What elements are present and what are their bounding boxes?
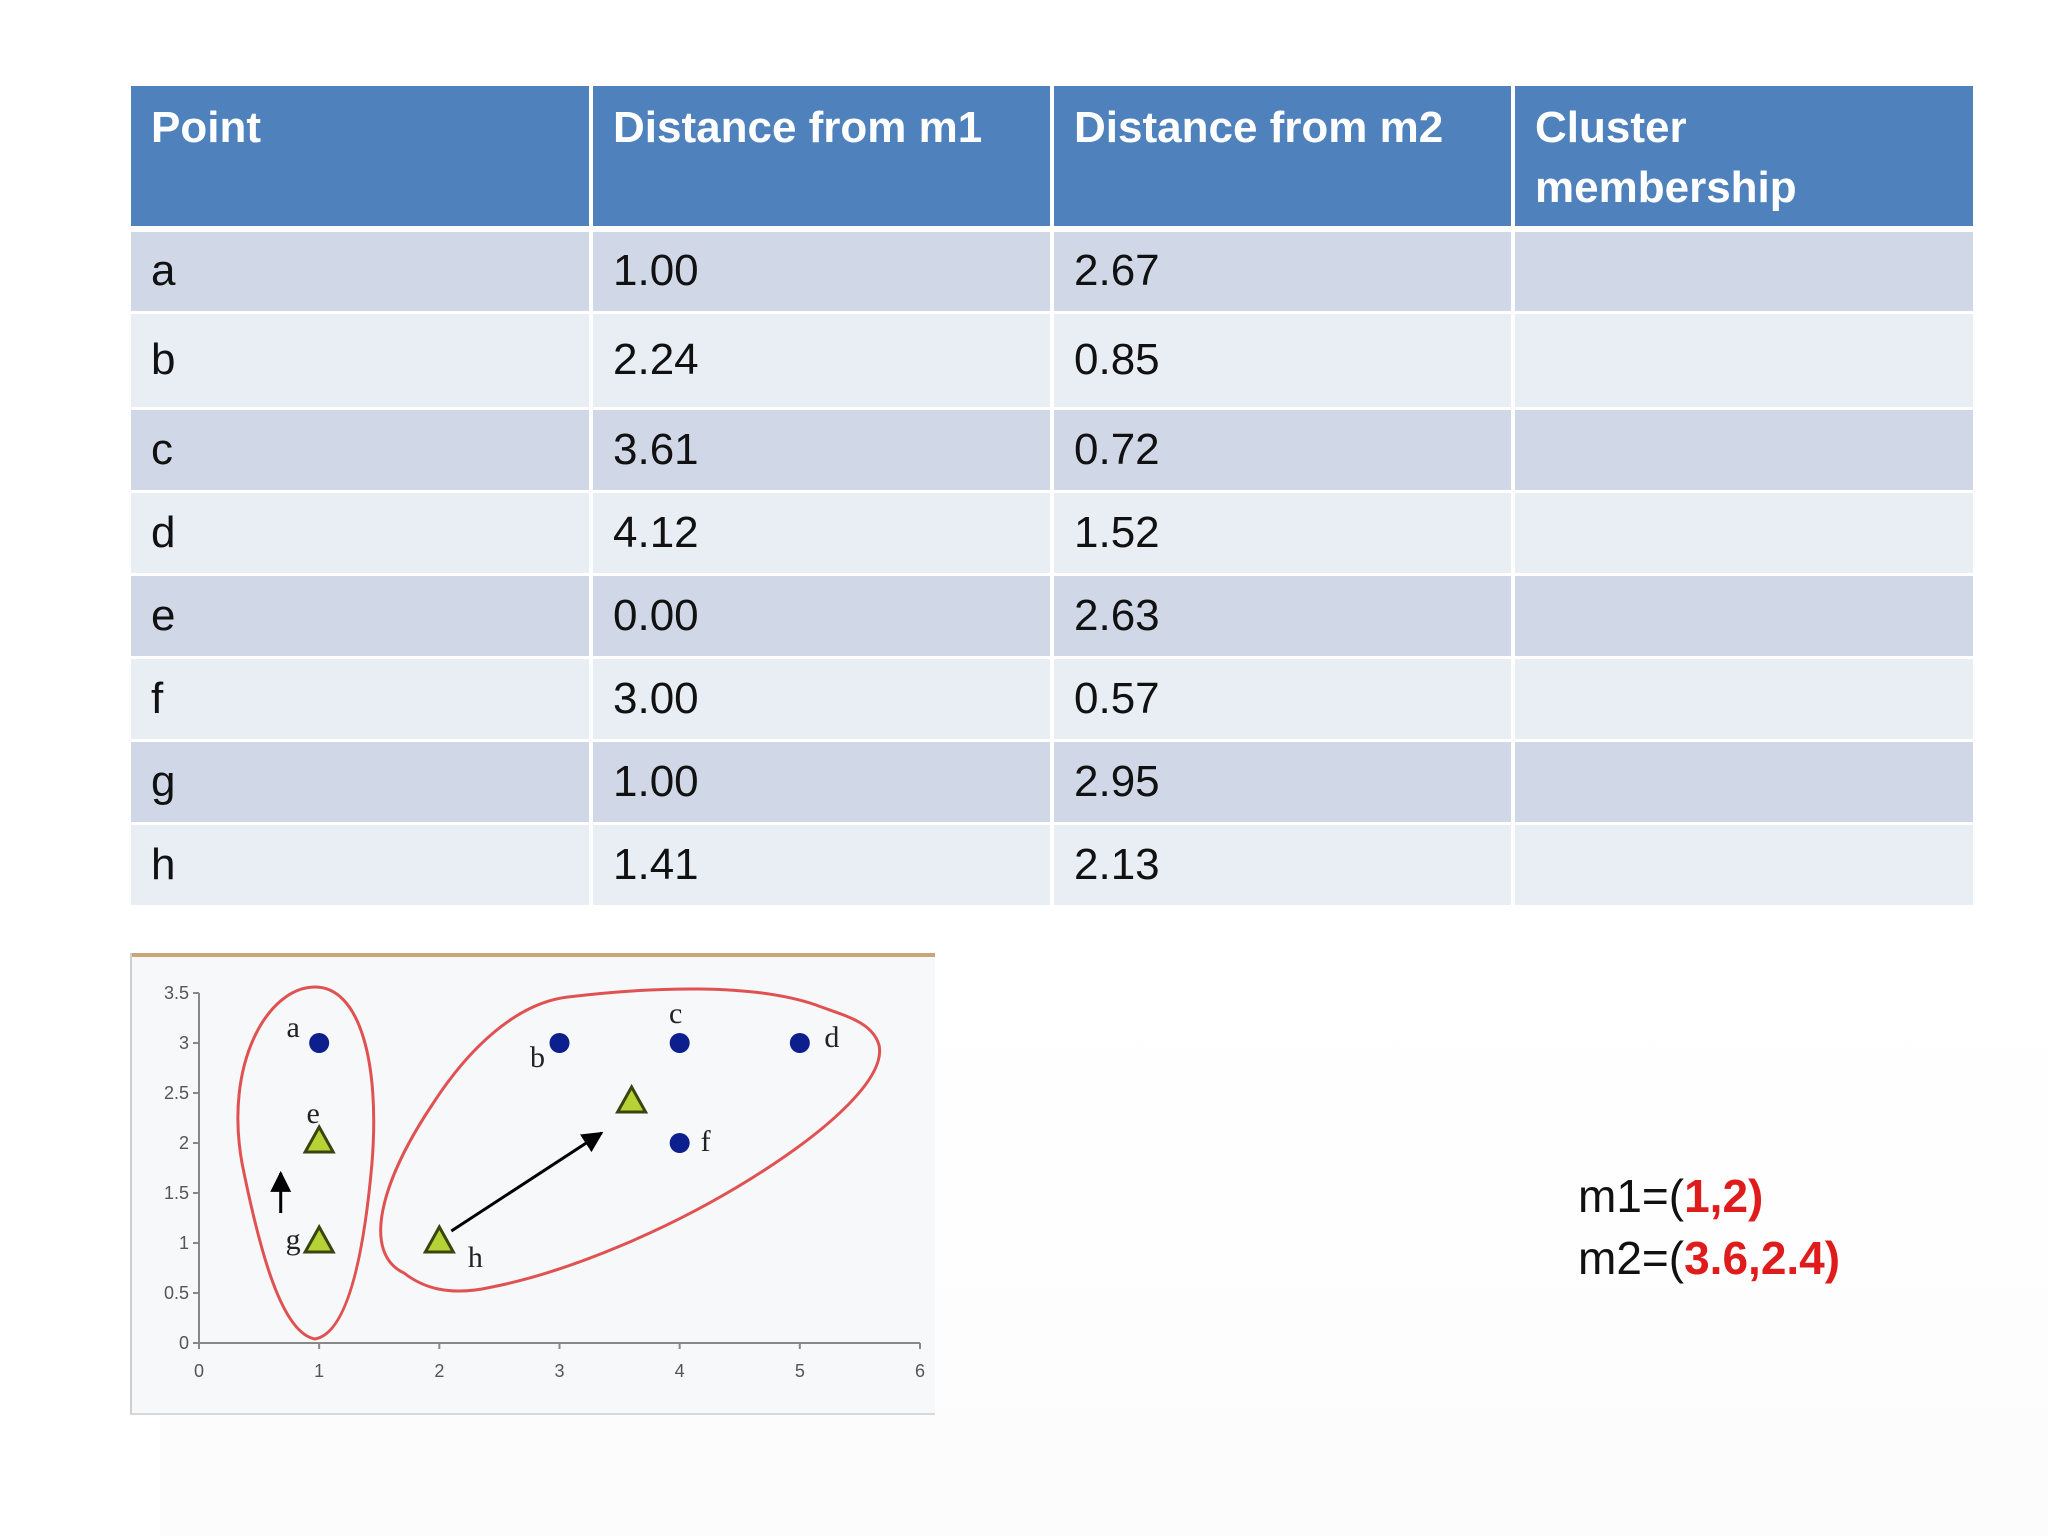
cell-cluster	[1513, 574, 1973, 659]
cell-cluster	[1513, 229, 1973, 314]
point-label: d	[824, 1021, 839, 1054]
point-label: g	[286, 1223, 301, 1256]
y-tick-label: 0	[179, 1333, 189, 1353]
x-tick-label: 3	[554, 1361, 564, 1381]
m1-line: m1=(1,2)	[1578, 1165, 1840, 1227]
cell-point: e	[131, 574, 593, 659]
centroid-triangle	[422, 1223, 456, 1254]
cell-cluster	[1513, 312, 1973, 410]
m1-value: 1,2	[1684, 1170, 1749, 1222]
header-distance-m1: Distance from m1	[591, 86, 1054, 232]
table-row: f 3.00 0.57	[131, 657, 1973, 742]
cell-point: b	[131, 312, 593, 410]
header-point: Point	[131, 86, 593, 232]
cell-point: g	[131, 740, 593, 825]
cell-distance-m2: 2.67	[1052, 229, 1515, 314]
point-label: b	[530, 1041, 545, 1074]
y-tick-label: 3.5	[164, 983, 189, 1003]
point-label: h	[468, 1241, 483, 1274]
cell-cluster	[1513, 740, 1973, 825]
image-top-border	[132, 953, 935, 957]
cell-cluster	[1513, 408, 1973, 493]
table-row: h 1.41 2.13	[131, 823, 1973, 908]
cell-distance-m1: 1.41	[591, 823, 1054, 908]
cell-distance-m1: 3.00	[591, 657, 1054, 742]
x-tick-label: 4	[675, 1361, 685, 1381]
m2-value: 3.6,2.4	[1684, 1232, 1825, 1284]
header-cluster-membership: Cluster membership	[1513, 86, 1973, 232]
cluster-outline-right	[379, 987, 882, 1293]
y-tick-label: 0.5	[164, 1283, 189, 1303]
centroid-triangle	[302, 1223, 336, 1254]
cell-cluster	[1513, 491, 1973, 576]
m1-open-paren: (	[1668, 1170, 1685, 1222]
cluster-outline-left	[236, 985, 376, 1341]
table-row: b 2.24 0.85	[131, 312, 1973, 410]
point-label: c	[669, 997, 682, 1030]
cell-distance-m1: 4.12	[591, 491, 1054, 576]
point-label: a	[287, 1011, 300, 1044]
cell-cluster	[1513, 657, 1973, 742]
header-distance-m2: Distance from m2	[1052, 86, 1515, 232]
point-label: e	[307, 1097, 320, 1130]
x-tick-label: 2	[434, 1361, 444, 1381]
m2-label: m2=	[1578, 1232, 1669, 1284]
table-row: e 0.00 2.63	[131, 574, 1973, 659]
cell-distance-m2: 0.72	[1052, 408, 1515, 493]
y-tick-label: 3	[179, 1033, 189, 1053]
cell-point: a	[131, 229, 593, 314]
cell-distance-m2: 2.13	[1052, 823, 1515, 908]
cell-distance-m2: 2.63	[1052, 574, 1515, 659]
point-label: f	[701, 1125, 711, 1158]
means-legend: m1=(1,2) m2=(3.6,2.4)	[1578, 1165, 1840, 1289]
y-tick-label: 2	[179, 1133, 189, 1153]
x-tick-label: 1	[314, 1361, 324, 1381]
x-tick-label: 0	[194, 1361, 204, 1381]
centroid-move-arrow	[450, 1131, 604, 1233]
data-point	[789, 1033, 810, 1053]
m2-open-paren: (	[1668, 1232, 1685, 1284]
data-point	[669, 1033, 690, 1053]
x-tick-label: 6	[915, 1361, 925, 1381]
m1-label: m1=	[1578, 1170, 1669, 1222]
cell-distance-m1: 3.61	[591, 408, 1054, 493]
cell-distance-m1: 2.24	[591, 312, 1054, 410]
m2-close-paren: )	[1824, 1232, 1841, 1284]
cell-distance-m2: 1.52	[1052, 491, 1515, 576]
cell-point: f	[131, 657, 593, 742]
m2-line: m2=(3.6,2.4)	[1578, 1227, 1840, 1289]
cell-distance-m2: 0.57	[1052, 657, 1515, 742]
cell-cluster	[1513, 823, 1973, 908]
cell-distance-m1: 1.00	[591, 229, 1054, 314]
data-point	[549, 1033, 570, 1053]
data-point	[669, 1133, 690, 1153]
table-row: a 1.00 2.67	[131, 229, 1973, 314]
cell-distance-m2: 2.95	[1052, 740, 1515, 825]
cell-distance-m1: 0.00	[591, 574, 1054, 659]
cell-point: d	[131, 491, 593, 576]
cell-distance-m2: 0.85	[1052, 312, 1515, 410]
table-row: c 3.61 0.72	[131, 408, 1973, 493]
m1-close-paren: )	[1748, 1170, 1764, 1222]
scatter-plot-svg: 0 1 2 3 4 5 6 0 0.5 1 1.5 2 2.5 3 3.5 a b c d f e g h	[164, 983, 925, 1381]
cluster-scatter-plot: 0 1 2 3 4 5 6 0 0.5 1 1.5 2 2.5 3 3.5 a b c d f e g h	[130, 953, 935, 1415]
table-row: d 4.12 1.52	[131, 491, 1973, 576]
y-tick-label: 1.5	[164, 1183, 189, 1203]
cell-point: h	[131, 823, 593, 908]
y-tick-label: 1	[179, 1233, 189, 1253]
table-header-row: Point Distance from m1 Distance from m2 …	[131, 86, 1973, 232]
table-row: g 1.00 2.95	[131, 740, 1973, 825]
distance-table: Point Distance from m1 Distance from m2 …	[131, 86, 1973, 908]
y-tick-label: 2.5	[164, 1083, 189, 1103]
cell-distance-m1: 1.00	[591, 740, 1054, 825]
data-point	[309, 1033, 330, 1053]
centroid-triangle	[615, 1083, 649, 1114]
cell-point: c	[131, 408, 593, 493]
centroid-triangle	[302, 1123, 336, 1154]
x-tick-label: 5	[795, 1361, 805, 1381]
